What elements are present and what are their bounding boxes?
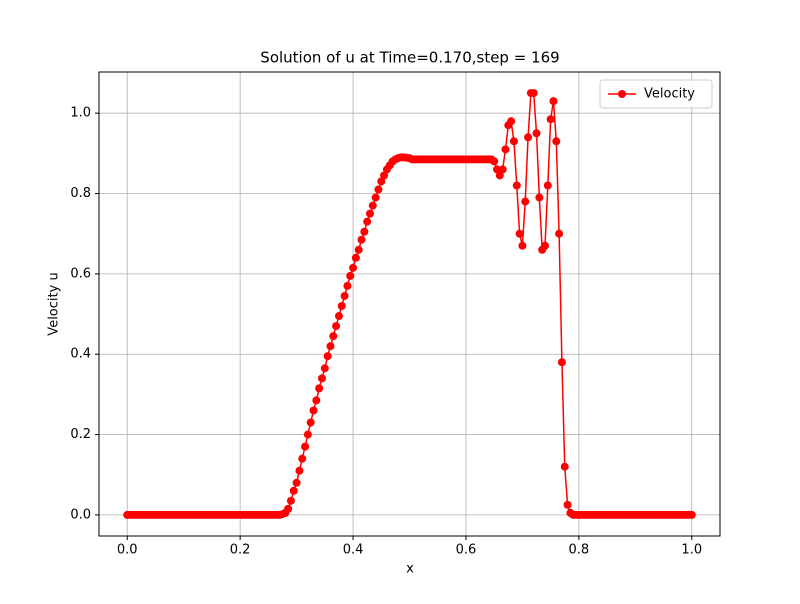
- x-tick-label: 0.0: [117, 543, 138, 558]
- marker: [555, 229, 564, 238]
- marker: [512, 181, 521, 190]
- marker: [524, 133, 533, 142]
- legend-label: Velocity: [644, 87, 695, 102]
- marker: [326, 342, 335, 351]
- marker: [340, 291, 349, 300]
- marker: [312, 396, 321, 405]
- y-axis-label: Velocity u: [47, 272, 62, 335]
- marker: [363, 217, 372, 226]
- marker: [323, 352, 332, 361]
- marker: [309, 406, 318, 415]
- marker: [521, 197, 530, 206]
- plot-frame: [98, 71, 721, 537]
- legend-marker: [618, 90, 626, 98]
- marker: [374, 185, 383, 194]
- marker: [498, 165, 507, 174]
- marker: [552, 137, 561, 146]
- marker: [495, 171, 504, 180]
- marker: [306, 418, 315, 427]
- y-tick-label: 0.0: [70, 507, 91, 522]
- marker: [365, 209, 374, 218]
- marker: [540, 241, 549, 250]
- marker: [301, 442, 310, 451]
- marker: [529, 89, 538, 98]
- marker: [332, 322, 341, 331]
- marker: [286, 496, 295, 505]
- marker: [515, 229, 524, 238]
- marker: [357, 235, 366, 244]
- marker: [490, 157, 499, 166]
- marker: [546, 115, 555, 124]
- x-axis-label: x: [406, 562, 414, 577]
- marker: [298, 454, 307, 463]
- marker: [329, 332, 338, 341]
- marker: [292, 478, 301, 487]
- marker: [380, 171, 389, 180]
- marker: [351, 253, 360, 262]
- marker: [501, 145, 510, 154]
- x-tick-label: 0.6: [456, 543, 477, 558]
- marker: [337, 302, 346, 311]
- chart-title: Solution of u at Time=0.170,step = 169: [260, 49, 559, 67]
- marker: [334, 312, 343, 321]
- marker: [377, 177, 386, 186]
- marker: [360, 227, 369, 236]
- marker: [543, 181, 552, 190]
- marker: [317, 374, 326, 383]
- marker: [320, 364, 329, 373]
- marker: [303, 430, 312, 439]
- marker: [563, 500, 572, 509]
- marker: [343, 281, 352, 290]
- y-tick-label: 1.0: [70, 106, 91, 121]
- y-tick-label: 0.6: [70, 266, 91, 281]
- x-tick-label: 0.8: [569, 543, 590, 558]
- marker: [346, 271, 355, 280]
- marker: [687, 510, 696, 519]
- marker: [315, 384, 324, 393]
- marker: [349, 263, 358, 272]
- marker: [560, 462, 569, 471]
- marker: [295, 466, 304, 475]
- marker: [284, 504, 293, 513]
- marker: [289, 486, 298, 495]
- marker: [557, 358, 566, 367]
- y-tick-label: 0.8: [70, 186, 91, 201]
- marker: [354, 245, 363, 254]
- x-tick-label: 0.4: [343, 543, 364, 558]
- y-tick-label: 0.4: [70, 347, 91, 362]
- legend-box: [599, 79, 713, 109]
- x-tick-label: 0.2: [230, 543, 251, 558]
- marker: [507, 117, 516, 126]
- y-tick-label: 0.2: [70, 427, 91, 442]
- x-tick-label: 1.0: [681, 543, 702, 558]
- marker: [535, 193, 544, 202]
- marker: [549, 97, 558, 106]
- marker: [509, 137, 518, 146]
- marker: [493, 165, 502, 174]
- marker: [532, 129, 541, 138]
- marker: [518, 241, 527, 250]
- marker: [371, 193, 380, 202]
- marker: [368, 201, 377, 210]
